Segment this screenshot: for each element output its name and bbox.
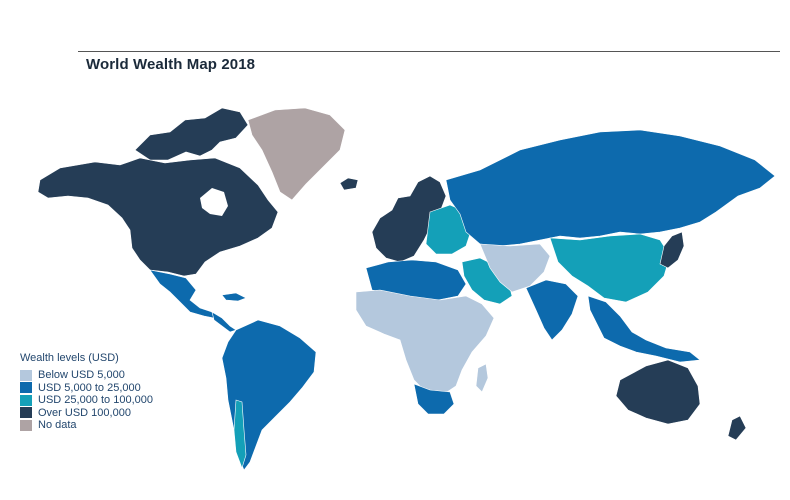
legend-label: No data — [38, 419, 77, 432]
legend-item-below-5k: Below USD 5,000 — [20, 369, 153, 381]
legend-label: Below USD 5,000 — [38, 369, 125, 381]
region-iceland — [339, 177, 359, 191]
legend-label: Over USD 100,000 — [38, 406, 131, 419]
region-caribbean — [221, 292, 247, 302]
legend-title: Wealth levels (USD) — [20, 352, 119, 364]
legend-label: USD 5,000 to 25,000 — [38, 381, 141, 394]
legend-item-over-100k: Over USD 100,000 — [20, 407, 153, 419]
legend-item-no-data: No data — [20, 419, 153, 431]
legend-item-5k-25k: USD 5,000 to 25,000 — [20, 382, 153, 394]
region-madagascar — [475, 363, 489, 393]
legend-swatch — [20, 407, 32, 419]
title-tick — [78, 56, 80, 74]
legend-swatch — [20, 394, 32, 406]
region-south-america — [221, 319, 317, 471]
legend-label: USD 25,000 to 100,000 — [38, 394, 153, 407]
region-north-america — [37, 157, 279, 277]
region-china — [549, 233, 671, 303]
region-greenland — [247, 107, 346, 201]
region-sub-saharan-africa — [355, 289, 495, 395]
hudson-bay — [200, 188, 228, 216]
region-central-asia — [479, 243, 551, 293]
region-russia — [445, 129, 776, 247]
region-south-africa — [413, 383, 455, 415]
map-title: World Wealth Map 2018 — [86, 56, 256, 73]
title-rule — [78, 51, 780, 52]
map-legend: Wealth levels (USD) Below USD 5,000 USD … — [20, 352, 153, 432]
region-new-zealand — [727, 415, 747, 441]
region-australia — [615, 359, 701, 425]
region-india — [525, 279, 579, 341]
region-chile — [233, 399, 247, 469]
legend-swatch — [20, 369, 32, 381]
legend-swatch — [20, 382, 32, 394]
region-mexico — [149, 269, 215, 319]
region-central-america — [211, 311, 237, 333]
legend-swatch — [20, 419, 32, 431]
region-japan — [659, 231, 685, 269]
legend-item-25k-100k: USD 25,000 to 100,000 — [20, 394, 153, 406]
region-western-europe — [371, 175, 447, 263]
region-canadian-arctic — [134, 107, 249, 161]
region-southeast-asia — [587, 295, 701, 363]
